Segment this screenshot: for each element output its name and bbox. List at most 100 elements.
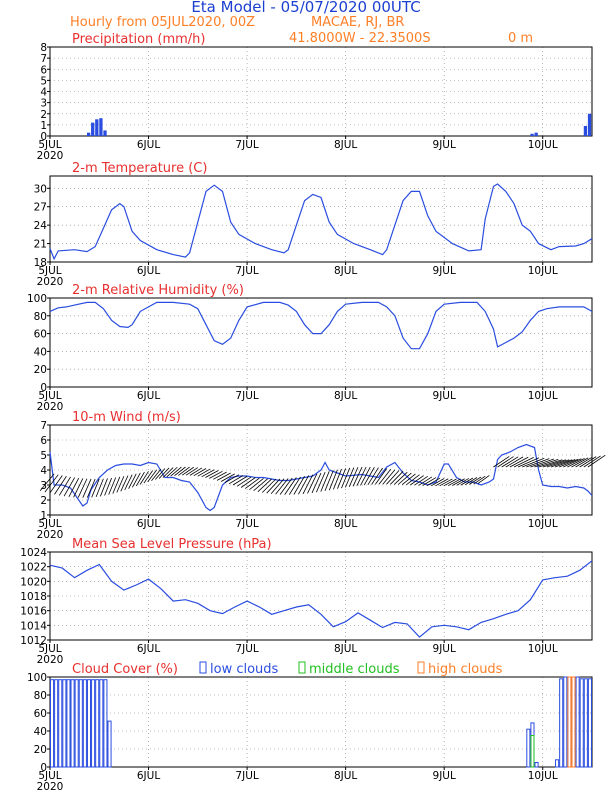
wind-vector	[124, 474, 133, 491]
x-tick-label: 9JUL	[433, 643, 456, 655]
wind-vector	[77, 478, 88, 498]
wind-vector	[554, 459, 576, 468]
precip-bar	[103, 130, 107, 136]
cloud-bar	[95, 679, 100, 768]
wind-vector	[128, 473, 137, 489]
header-elevation: 0 m	[508, 31, 533, 46]
y-tick-label: 4	[40, 87, 47, 99]
y-tick-label: 0	[40, 762, 47, 774]
wind-vector	[473, 475, 486, 485]
wind-vector	[112, 476, 121, 494]
panel-title: Cloud Cover (%)	[72, 662, 178, 677]
cloud-bar	[50, 679, 55, 768]
wind-vector	[275, 478, 289, 495]
panel-frame	[49, 424, 593, 516]
series-line	[49, 560, 593, 638]
wind-vector	[244, 477, 260, 489]
wind-vector	[538, 459, 563, 468]
x-tick-label: 6JUL	[137, 770, 160, 782]
legend-swatch	[417, 661, 425, 674]
wind-vector	[288, 476, 301, 495]
wind-vector	[298, 475, 310, 495]
wind-vector	[345, 467, 355, 488]
wind-vector	[257, 478, 272, 492]
wind-vector	[178, 466, 190, 476]
wind-vector	[360, 466, 371, 486]
x-tick-label: 10JUL	[528, 518, 558, 530]
wind-vector	[469, 476, 482, 485]
wind-vector	[253, 478, 268, 492]
wind-vector	[530, 458, 555, 468]
legend-label: middle clouds	[309, 662, 400, 677]
wind-vector	[154, 468, 166, 480]
wind-vector	[266, 478, 281, 494]
wind-vector	[132, 472, 141, 488]
wind-vector	[139, 471, 149, 485]
cloud-bar	[559, 678, 564, 768]
x-tick-label: 6JUL	[137, 265, 160, 277]
x-tick-label: 9JUL	[433, 139, 456, 151]
wind-vector	[567, 458, 585, 468]
wind-vector	[341, 467, 351, 489]
panel-frame	[49, 175, 593, 263]
cloud-bar	[62, 679, 67, 768]
wind-vector	[95, 478, 104, 498]
wind-vector	[579, 456, 597, 468]
wind-vector	[63, 477, 75, 497]
wind-vector	[426, 477, 441, 487]
cloud-bar	[583, 678, 588, 768]
wind-vector	[337, 468, 347, 489]
x-tick-year-label: 2020	[37, 401, 64, 413]
x-tick-label: 10JUL	[528, 265, 558, 277]
y-tick-label: 7	[40, 53, 47, 65]
x-tick-label: 5JUL	[38, 770, 61, 782]
header-location: MACAE, RJ, BR	[311, 15, 404, 30]
y-tick-label: 60	[34, 708, 47, 720]
y-tick-label: 0	[40, 382, 47, 394]
wind-vector	[193, 468, 207, 477]
wind-vector	[316, 471, 326, 493]
cloud-bar	[54, 679, 59, 768]
cloud-bar	[91, 679, 96, 768]
panel-frame	[49, 297, 593, 388]
precip-bar	[95, 119, 99, 136]
wind-vector	[73, 478, 84, 498]
y-tick-label: 1014	[20, 620, 47, 632]
wind-vector	[232, 475, 248, 486]
x-tick-label: 6JUL	[137, 643, 160, 655]
cloud-bar	[534, 762, 539, 768]
wind-vector	[162, 467, 174, 478]
x-tick-label: 9JUL	[433, 390, 456, 402]
wind-vector	[371, 467, 383, 485]
wind-vector	[363, 467, 375, 486]
wind-vector	[82, 478, 92, 498]
precip-bar	[583, 125, 588, 136]
cloud-bar	[82, 679, 87, 768]
wind-vector	[181, 466, 194, 476]
x-tick-label: 8JUL	[334, 518, 357, 530]
wind-vector	[558, 458, 579, 468]
header-coords: 41.8000W - 22.3500S	[289, 31, 431, 46]
wind-vector	[526, 458, 550, 468]
x-tick-label: 8JUL	[334, 643, 357, 655]
panel-title: 2-m Temperature (C)	[72, 161, 207, 176]
cloud-bar	[587, 678, 592, 768]
cloud-bar	[74, 679, 79, 768]
wind-vector	[439, 478, 453, 487]
y-tick-label: 1022	[20, 562, 47, 574]
wind-vector	[497, 456, 514, 468]
wind-vector	[143, 470, 153, 484]
cloud-bar	[103, 679, 108, 768]
wind-vector	[493, 456, 510, 468]
x-tick-label: 8JUL	[334, 390, 357, 402]
panel-frame	[49, 46, 593, 137]
wind-vector	[240, 477, 256, 488]
panel-frame	[49, 676, 593, 768]
wind-vector	[205, 470, 219, 478]
cloud-bar	[70, 679, 75, 768]
x-tick-label: 5JUL	[38, 390, 61, 402]
cloud-bar	[66, 679, 71, 768]
wind-vector	[279, 477, 293, 495]
wind-vector	[513, 457, 534, 468]
